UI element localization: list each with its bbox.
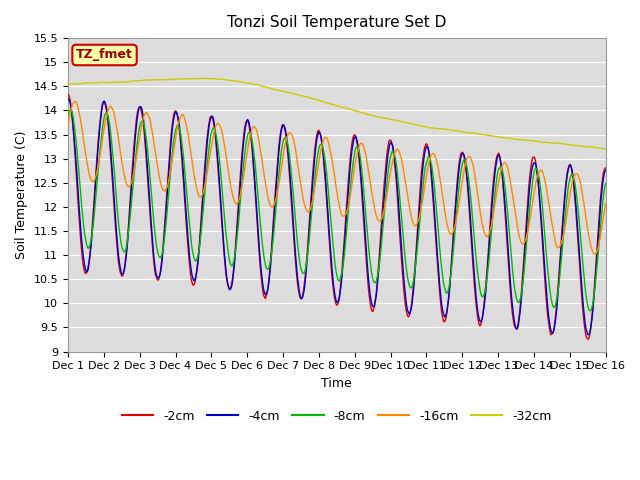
Text: TZ_fmet: TZ_fmet [76, 48, 133, 61]
Y-axis label: Soil Temperature (C): Soil Temperature (C) [15, 131, 28, 259]
Title: Tonzi Soil Temperature Set D: Tonzi Soil Temperature Set D [227, 15, 447, 30]
Legend: -2cm, -4cm, -8cm, -16cm, -32cm: -2cm, -4cm, -8cm, -16cm, -32cm [117, 405, 557, 428]
X-axis label: Time: Time [321, 377, 352, 390]
